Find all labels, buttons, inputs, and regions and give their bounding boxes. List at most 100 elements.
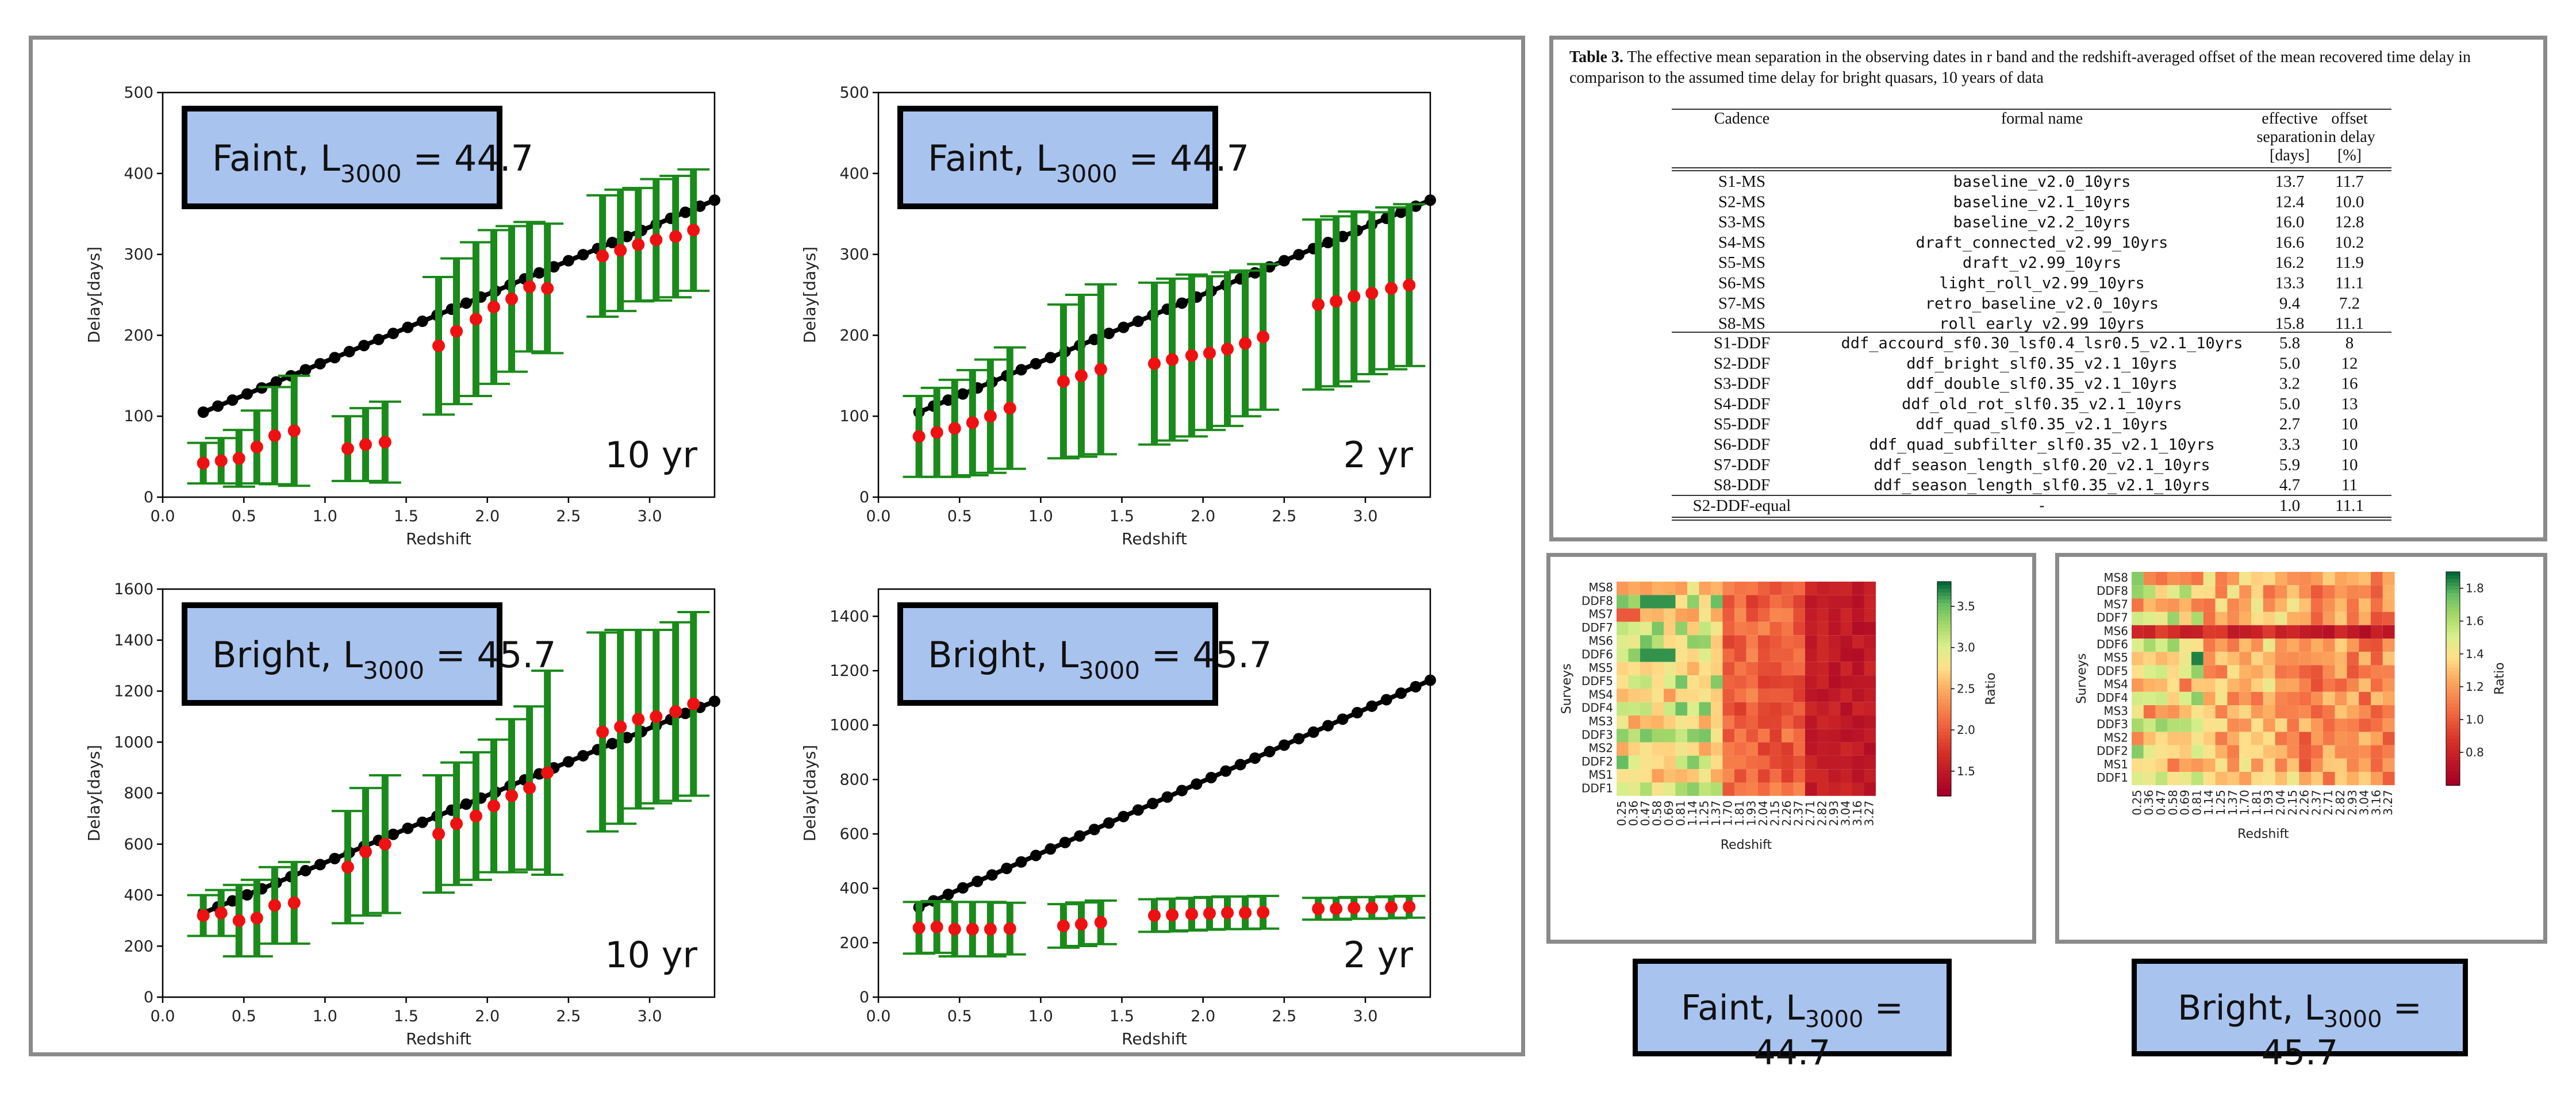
recovered-point [469,313,482,326]
recovered-point [1239,906,1252,920]
recovered-point [966,922,979,936]
plot-label-value: = 45.7 [1140,634,1272,676]
plots-svg: 0.0 0.5 1.0 1.5 2.0 2.5 3.0 0 100 200 300 400 500 Red… [85,84,1436,1048]
true-delay-point [1147,798,1159,810]
plot-frame [162,91,716,498]
y-tick-label: 1000 [830,717,869,734]
true-delay-point [1322,720,1334,732]
recovered-point [359,845,372,859]
recovered-point [450,817,463,830]
y-tick-label: 200 [839,326,869,344]
y-axis-label: Delay[days] [85,247,103,343]
recovered-point [1312,298,1325,311]
true-delay-point [197,406,209,418]
recovered-point [687,697,700,710]
plot-label-box [897,602,1218,706]
recovered-point [1094,916,1107,929]
true-delay-point [1015,856,1027,868]
recovered-point [1403,900,1416,913]
recovered-point [1347,901,1361,914]
recovered-point [687,224,700,237]
heatmap-panel-faint [1546,553,2036,944]
plot-label-main: Faint, L [928,137,1056,179]
true-delay-point [1176,784,1188,797]
x-tick-label: 0.0 [866,1007,891,1025]
true-delay-point [300,864,312,876]
true-delay-point [1220,765,1232,777]
y-axis-label: Delay[days] [85,745,103,841]
plot-label-main: Faint, L [212,137,340,179]
recovered-point [250,440,263,453]
recovered-point [1203,907,1216,920]
recovered-point [214,906,228,920]
recovered-point [1057,919,1070,932]
true-delay-point [1307,726,1319,738]
y-tick-label: 100 [839,407,869,425]
recovered-point [1185,349,1198,362]
true-delay-point [241,388,253,400]
true-delay-point [1264,745,1276,757]
faint-label-sub: 3000 [1805,1006,1864,1033]
true-delay-point [1278,255,1290,267]
table-caption-text: The effective mean separation in the obs… [1569,48,2471,87]
true-delay-point [1045,352,1057,364]
true-delay-point [1103,328,1115,340]
true-delay-point [1030,357,1042,370]
x-tick-label: 1.5 [394,1007,419,1025]
true-delay-point [562,756,574,768]
recovered-point [1221,906,1234,920]
recovered-point [632,713,645,726]
recovered-point [450,325,463,338]
true-delay-point [314,859,326,871]
plot-span-label: 2 yr [1343,934,1414,976]
y-tick-label: 200 [839,934,869,952]
plot-label-text: Faint, L3000 = 44.7 [928,137,1249,188]
true-delay-point [212,400,224,412]
x-tick-label: 2.5 [1272,1007,1296,1025]
true-delay-point [1132,804,1144,816]
y-tick-label: 200 [124,937,153,955]
true-delay-point [226,895,239,907]
recovered-point [1257,906,1270,919]
recovered-point [1365,287,1379,300]
recovered-point [432,828,445,840]
x-tick-label: 2.5 [1272,507,1296,525]
recovered-point [541,282,554,295]
x-tick-label: 2.0 [475,507,500,525]
plot-label-text: Bright, L3000 = 45.7 [212,634,556,684]
x-tick-label: 3.0 [1353,1007,1378,1025]
true-delay-point [1074,830,1086,842]
x-tick-label: 2.0 [475,1007,500,1025]
recovered-point [487,799,500,813]
x-tick-label: 0.0 [151,1007,175,1025]
true-delay-point [460,798,472,810]
x-tick-label: 2.0 [1191,507,1215,525]
recovered-point [966,416,979,429]
true-delay-point [1322,237,1334,249]
true-delay-point [942,889,954,901]
true-delay-point [1118,321,1130,333]
true-delay-point [709,194,720,206]
true-delay-point [621,732,633,744]
recovered-point [1074,369,1088,382]
y-tick-label: 500 [124,84,153,102]
plot-3: 0.0 0.5 1.0 1.5 2.0 2.5 3.0 0 200 400 600 800 1000 12… [800,588,1436,1048]
true-delay-point [460,297,472,309]
bright-label-main: Bright, L [2178,988,2324,1028]
recovered-point [378,837,391,851]
recovered-point [632,238,645,251]
recovered-point [1347,290,1361,303]
plot-frame [877,588,1431,998]
recovered-point [1094,363,1107,376]
true-delay-point [387,828,399,840]
recovered-point [523,782,536,795]
true-delay-point [1410,680,1422,693]
x-tick-label: 0.5 [232,1007,256,1025]
true-delay-point [1337,713,1349,725]
true-delay-point [606,737,619,749]
true-delay-point [314,357,326,370]
recovered-point [523,280,536,293]
true-delay-point [533,267,546,279]
recovered-point [1330,902,1343,916]
plot-frame [877,91,1431,498]
